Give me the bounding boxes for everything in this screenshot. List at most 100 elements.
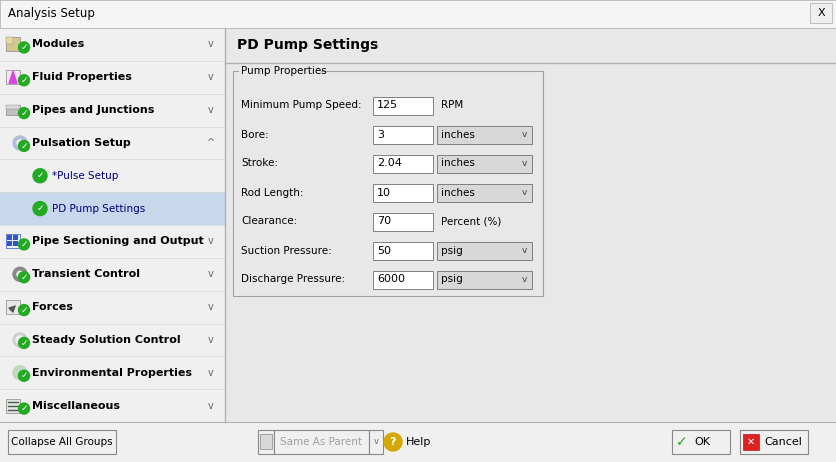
Text: ✓: ✓ bbox=[20, 305, 28, 315]
Text: PD Pump Settings: PD Pump Settings bbox=[237, 38, 378, 52]
Text: Bore:: Bore: bbox=[241, 129, 268, 140]
Text: v: v bbox=[208, 105, 214, 115]
Text: Minimum Pump Speed:: Minimum Pump Speed: bbox=[241, 101, 362, 110]
Text: v: v bbox=[522, 275, 528, 284]
Bar bbox=[437, 126, 532, 144]
Text: X: X bbox=[817, 8, 825, 18]
Bar bbox=[8, 430, 116, 454]
Text: ✕: ✕ bbox=[747, 437, 755, 447]
Text: v: v bbox=[522, 188, 528, 197]
Text: inches: inches bbox=[441, 188, 475, 197]
Bar bbox=[743, 434, 759, 450]
Text: inches: inches bbox=[441, 129, 475, 140]
Circle shape bbox=[384, 433, 402, 451]
Bar bbox=[373, 97, 433, 115]
Text: Suction Pressure:: Suction Pressure: bbox=[241, 245, 332, 255]
Polygon shape bbox=[9, 71, 17, 83]
Text: v: v bbox=[208, 39, 214, 49]
Text: Pump Properties: Pump Properties bbox=[241, 66, 327, 76]
Bar bbox=[437, 242, 532, 260]
Circle shape bbox=[18, 108, 29, 119]
Bar bbox=[6, 234, 20, 249]
Bar bbox=[239, 66, 321, 76]
Text: ✓: ✓ bbox=[20, 339, 28, 347]
Bar bbox=[6, 300, 20, 314]
Text: Pulsation Setup: Pulsation Setup bbox=[32, 138, 130, 148]
Text: ✓: ✓ bbox=[20, 76, 28, 85]
Text: ✓: ✓ bbox=[20, 404, 28, 413]
Circle shape bbox=[13, 333, 27, 347]
Circle shape bbox=[18, 304, 29, 316]
Text: PD Pump Settings: PD Pump Settings bbox=[52, 204, 145, 213]
Circle shape bbox=[18, 75, 29, 86]
Text: v: v bbox=[208, 72, 214, 82]
Bar bbox=[373, 270, 433, 288]
Text: ^: ^ bbox=[207, 138, 215, 148]
Bar bbox=[0, 0, 836, 28]
Text: Stroke:: Stroke: bbox=[241, 158, 278, 169]
Text: ✓: ✓ bbox=[20, 273, 28, 282]
Text: Discharge Pressure:: Discharge Pressure: bbox=[241, 274, 345, 285]
Text: 2.04: 2.04 bbox=[377, 158, 402, 169]
Bar bbox=[373, 126, 433, 144]
Bar bbox=[6, 399, 20, 413]
Bar bbox=[225, 63, 836, 422]
Circle shape bbox=[33, 169, 47, 183]
Text: ✓: ✓ bbox=[20, 240, 28, 249]
Text: *Pulse Setup: *Pulse Setup bbox=[52, 171, 119, 181]
Text: Environmental Properties: Environmental Properties bbox=[32, 368, 192, 378]
Bar bbox=[13, 242, 18, 246]
Circle shape bbox=[16, 336, 24, 344]
Bar bbox=[437, 183, 532, 201]
Bar bbox=[6, 105, 20, 109]
Text: Pipe Sectioning and Output: Pipe Sectioning and Output bbox=[32, 237, 204, 246]
Text: ?: ? bbox=[390, 437, 396, 447]
Bar bbox=[373, 213, 433, 231]
Bar bbox=[7, 242, 12, 246]
Bar bbox=[672, 430, 730, 454]
Text: Pipes and Junctions: Pipes and Junctions bbox=[32, 105, 155, 115]
Text: 10: 10 bbox=[377, 188, 391, 197]
Text: psig: psig bbox=[441, 274, 463, 285]
Circle shape bbox=[13, 366, 27, 380]
Text: v: v bbox=[208, 269, 214, 279]
Circle shape bbox=[17, 271, 23, 277]
Text: 70: 70 bbox=[377, 217, 391, 226]
Circle shape bbox=[17, 140, 23, 146]
Bar bbox=[437, 270, 532, 288]
Bar bbox=[7, 236, 12, 240]
Text: OK: OK bbox=[694, 437, 710, 447]
Bar bbox=[740, 430, 808, 454]
Bar bbox=[258, 430, 274, 454]
Circle shape bbox=[33, 201, 47, 216]
Bar bbox=[0, 422, 836, 462]
Text: Collapse All Groups: Collapse All Groups bbox=[11, 437, 113, 447]
Circle shape bbox=[18, 403, 29, 414]
Text: Percent (%): Percent (%) bbox=[441, 217, 502, 226]
Text: v: v bbox=[208, 368, 214, 378]
Text: Miscellaneous: Miscellaneous bbox=[32, 401, 120, 411]
Circle shape bbox=[13, 136, 27, 150]
Text: Fluid Properties: Fluid Properties bbox=[32, 72, 132, 82]
Text: ✓: ✓ bbox=[36, 171, 43, 180]
Text: Transient Control: Transient Control bbox=[32, 269, 140, 279]
Text: Steady Solution Control: Steady Solution Control bbox=[32, 335, 181, 345]
Text: Forces: Forces bbox=[32, 302, 73, 312]
Text: v: v bbox=[522, 246, 528, 255]
Text: RPM: RPM bbox=[441, 101, 463, 110]
Bar bbox=[6, 37, 13, 44]
Text: Same As Parent: Same As Parent bbox=[280, 437, 362, 447]
Bar bbox=[6, 37, 20, 51]
Bar bbox=[233, 71, 543, 296]
Text: v: v bbox=[208, 335, 214, 345]
Text: Clearance:: Clearance: bbox=[241, 217, 298, 226]
Text: ✓: ✓ bbox=[20, 109, 28, 118]
Text: v: v bbox=[208, 237, 214, 246]
Bar bbox=[13, 236, 18, 240]
Bar bbox=[225, 28, 836, 63]
Text: 6000: 6000 bbox=[377, 274, 405, 285]
Circle shape bbox=[18, 239, 29, 250]
Bar bbox=[369, 430, 383, 454]
Bar bbox=[6, 105, 20, 115]
Text: ✓: ✓ bbox=[20, 371, 28, 380]
